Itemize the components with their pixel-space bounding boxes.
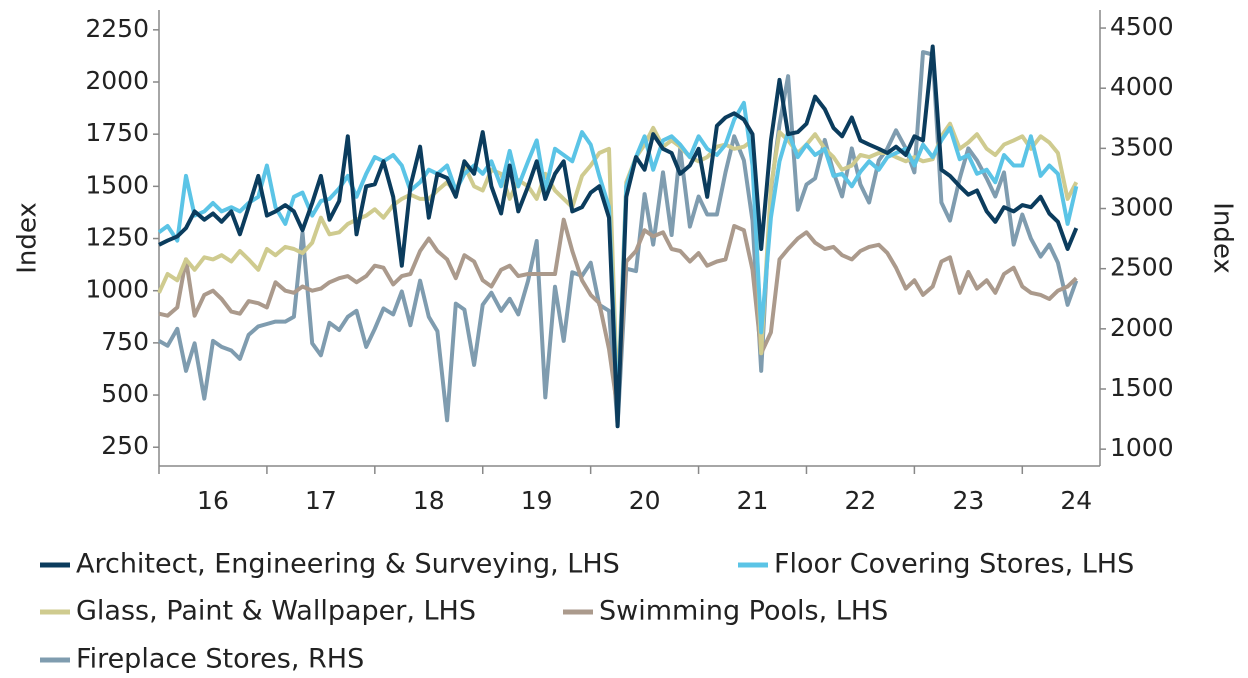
y2-tick-label: 4500 <box>1110 12 1174 41</box>
y-tick-label: 1250 <box>85 223 149 252</box>
x-tick-label: 16 <box>197 486 229 515</box>
y-tick-label: 750 <box>101 327 149 356</box>
y2-tick-label: 3500 <box>1110 132 1174 161</box>
x-tick-label: 22 <box>845 486 877 515</box>
y-tick-label: 250 <box>101 431 149 460</box>
y2-tick-label: 3000 <box>1110 193 1174 222</box>
y-tick-label: 1750 <box>85 118 149 147</box>
x-tick-label: 18 <box>413 486 445 515</box>
y-tick-label: 2250 <box>85 14 149 43</box>
legend-label: Architect, Engineering & Surveying, LHS <box>76 549 620 580</box>
y2-tick-label: 2000 <box>1110 313 1174 342</box>
y2-tick-label: 1000 <box>1110 433 1174 462</box>
legend-label: Fireplace Stores, RHS <box>76 644 364 675</box>
y-tick-label: 500 <box>101 379 149 408</box>
legend-label: Floor Covering Stores, LHS <box>774 549 1134 580</box>
y2-tick-label: 1500 <box>1110 373 1174 402</box>
x-tick-label: 21 <box>737 486 769 515</box>
x-tick-label: 20 <box>629 486 661 515</box>
x-tick-label: 23 <box>952 486 984 515</box>
y2-tick-label: 4000 <box>1110 72 1174 101</box>
y2-tick-label: 2500 <box>1110 253 1174 282</box>
legend-label: Glass, Paint & Wallpaper, LHS <box>76 596 476 627</box>
legend-label: Swimming Pools, LHS <box>599 596 888 627</box>
y-tick-label: 2000 <box>85 66 149 95</box>
y-tick-label: 1500 <box>85 170 149 199</box>
y-tick-label: 1000 <box>85 275 149 304</box>
x-tick-label: 24 <box>1060 486 1092 515</box>
y-axis-label: Index <box>13 202 43 274</box>
x-tick-label: 17 <box>305 486 337 515</box>
series-line <box>158 44 1079 429</box>
x-tick-label: 19 <box>521 486 553 515</box>
y2-axis-label: Index <box>1208 202 1238 274</box>
